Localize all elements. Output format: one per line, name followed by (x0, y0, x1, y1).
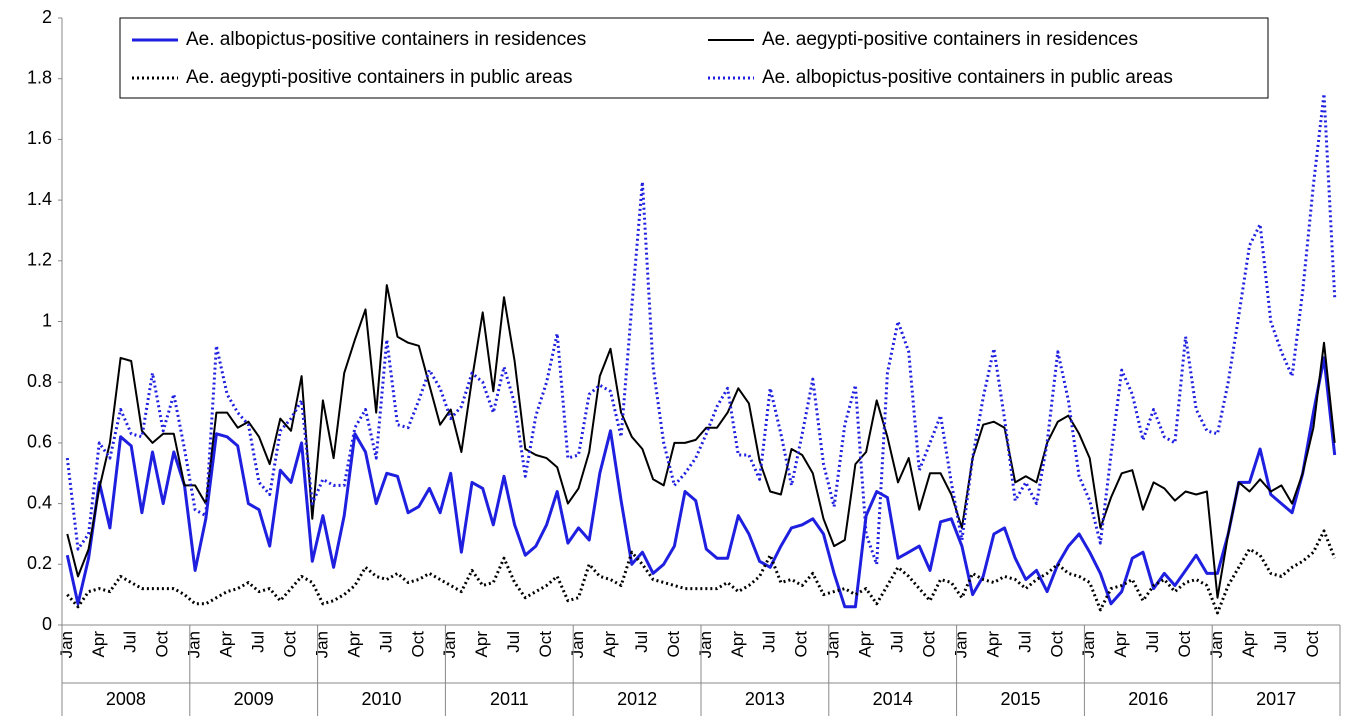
x-tick-label: Jul (1015, 631, 1034, 653)
x-tick-label: Apr (472, 631, 491, 658)
x-tick-label: Jul (504, 631, 523, 653)
x-tick-label: Apr (856, 631, 875, 658)
series-line (66, 284, 1336, 599)
x-tick-label: Jul (249, 631, 268, 653)
x-tick-label: Apr (728, 631, 747, 658)
year-label: 2017 (1256, 689, 1296, 709)
year-label: 2011 (490, 689, 529, 709)
y-tick-label: 0.4 (27, 492, 52, 512)
year-label: 2014 (873, 689, 913, 709)
x-tick-label: Apr (344, 631, 363, 658)
year-label: 2010 (361, 689, 401, 709)
legend-label: Ae. albopictus-positive containers in re… (186, 29, 586, 50)
y-tick-label: 1.2 (27, 250, 52, 270)
x-tick-label: Jan (57, 631, 76, 658)
y-tick-label: 0.6 (27, 432, 52, 452)
x-tick-label: Oct (153, 631, 172, 658)
x-tick-label: Jul (760, 631, 779, 653)
series-line (65, 356, 1337, 609)
x-tick-label: Apr (1239, 631, 1258, 658)
y-tick-label: 0.2 (27, 553, 52, 573)
x-tick-label: Oct (1303, 631, 1322, 658)
x-tick-label: Jul (632, 631, 651, 653)
x-tick-label: Jul (376, 631, 395, 653)
x-tick-label: Jul (121, 631, 140, 653)
x-tick-label: Apr (600, 631, 619, 658)
legend-box (119, 17, 1269, 99)
legend-label: Ae. albopictus-positive containers in pu… (762, 67, 1173, 88)
y-tick-label: 1 (42, 310, 52, 330)
year-label: 2008 (106, 689, 146, 709)
x-tick-label: Jan (440, 631, 459, 658)
x-tick-label: Jan (1207, 631, 1226, 658)
x-tick-label: Oct (536, 631, 555, 658)
year-label: 2013 (745, 689, 785, 709)
y-tick-label: 0.8 (27, 371, 52, 391)
x-tick-label: Apr (1111, 631, 1130, 658)
year-label: 2012 (617, 689, 657, 709)
x-tick-label: Apr (983, 631, 1002, 658)
x-tick-label: Oct (792, 631, 811, 658)
year-label: 2009 (234, 689, 274, 709)
legend-label: Ae. aegypti-positive containers in resid… (762, 29, 1138, 50)
x-tick-label: Oct (1047, 631, 1066, 658)
series-line (66, 529, 1337, 615)
x-tick-label: Jul (1143, 631, 1162, 653)
x-tick-label: Jan (312, 631, 331, 658)
y-tick-label: 2 (42, 7, 52, 27)
series-line (65, 92, 1337, 566)
x-tick-label: Oct (1175, 631, 1194, 658)
x-tick-label: Jul (888, 631, 907, 653)
x-tick-label: Jan (824, 631, 843, 658)
x-tick-label: Jan (1079, 631, 1098, 658)
y-tick-label: 1.6 (27, 128, 52, 148)
x-tick-label: Oct (408, 631, 427, 658)
y-tick-label: 1.4 (27, 189, 52, 209)
y-tick-label: 0 (42, 614, 52, 634)
x-tick-label: Jan (185, 631, 204, 658)
year-label: 2016 (1128, 689, 1168, 709)
legend-label: Ae. aegypti-positive containers in publi… (186, 67, 573, 88)
x-tick-label: Oct (280, 631, 299, 658)
x-tick-label: Jan (951, 631, 970, 658)
x-tick-label: Oct (919, 631, 938, 658)
year-label: 2015 (1000, 689, 1040, 709)
y-tick-label: 1.8 (27, 67, 52, 87)
x-tick-label: Jul (1271, 631, 1290, 653)
x-tick-label: Jan (568, 631, 587, 658)
x-tick-label: Apr (217, 631, 236, 658)
x-tick-label: Apr (89, 631, 108, 658)
x-tick-label: Jan (696, 631, 715, 658)
x-tick-label: Oct (664, 631, 683, 658)
